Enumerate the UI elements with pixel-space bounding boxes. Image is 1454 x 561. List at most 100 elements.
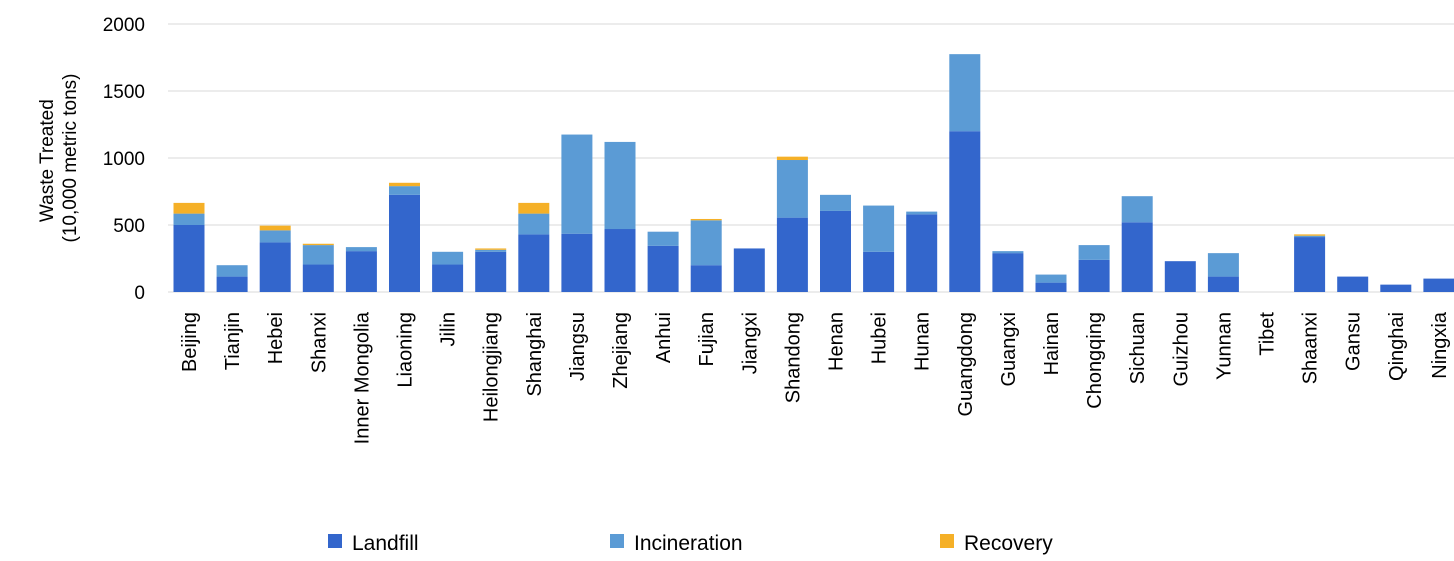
y-tick-label: 500 xyxy=(113,216,145,237)
bar-landfill-guizhou xyxy=(1165,261,1196,292)
legend-swatch-landfill xyxy=(328,534,342,548)
x-tick-label: Guizhou xyxy=(1170,312,1192,387)
bar-incineration-hebei xyxy=(260,230,291,242)
bar-landfill-shaanxi xyxy=(1294,237,1325,292)
x-tick-label: Hunan xyxy=(912,312,934,371)
x-tick-label: Jiangxi xyxy=(739,312,761,374)
bar-landfill-henan xyxy=(820,211,851,292)
x-tick-label: Anhui xyxy=(653,312,675,363)
x-tick-label: Ningxia xyxy=(1429,311,1451,379)
bar-landfill-zhejiang xyxy=(605,229,636,292)
bar-incineration-hunan xyxy=(906,212,937,215)
bar-landfill-ningxia xyxy=(1423,279,1454,292)
x-tick-label: Shanxi xyxy=(308,312,330,373)
bar-landfill-fujian xyxy=(691,265,722,292)
bar-incineration-zhejiang xyxy=(605,142,636,229)
legend-label-landfill: Landfill xyxy=(352,532,419,555)
x-tick-label: Tibet xyxy=(1257,312,1279,356)
bar-landfill-shanghai xyxy=(518,234,549,292)
legend-label-recovery: Recovery xyxy=(964,532,1053,555)
bar-incineration-beijing xyxy=(174,214,205,225)
bar-incineration-liaoning xyxy=(389,186,420,195)
bar-incineration-shanxi xyxy=(303,245,334,264)
bar-incineration-fujian xyxy=(691,220,722,265)
bar-incineration-hainan xyxy=(1036,275,1067,283)
x-tick-label: Gansu xyxy=(1343,312,1365,371)
bar-incineration-tianjin xyxy=(217,265,248,276)
bar-recovery-fujian xyxy=(691,219,722,220)
x-tick-label: Henan xyxy=(826,312,848,371)
bar-landfill-jiangxi xyxy=(734,248,765,292)
bar-recovery-liaoning xyxy=(389,183,420,186)
y-tick-label: 0 xyxy=(134,283,145,304)
bar-recovery-shanghai xyxy=(518,203,549,214)
y-tick-label: 1000 xyxy=(103,149,145,170)
x-tick-label: Fujian xyxy=(696,312,718,366)
bar-recovery-shaanxi xyxy=(1294,234,1325,235)
bar-incineration-anhui xyxy=(648,232,679,246)
x-tick-label: Jilin xyxy=(438,312,460,346)
legend-swatch-recovery xyxy=(940,534,954,548)
bar-incineration-shandong xyxy=(777,160,808,218)
x-tick-label: Qinghai xyxy=(1386,312,1408,381)
legend: Landfill Incineration Recovery xyxy=(328,532,1053,555)
bar-landfill-hainan xyxy=(1036,283,1067,292)
bar-landfill-guangxi xyxy=(992,253,1023,292)
bar-landfill-tianjin xyxy=(217,277,248,292)
x-tick-label: Inner Mongolia xyxy=(351,311,373,444)
y-axis-title-line-2: (10,000 metric tons) xyxy=(60,74,81,243)
x-tick-label: Shandong xyxy=(782,312,804,403)
x-tick-label: Beijing xyxy=(179,312,201,372)
bar-incineration-shanghai xyxy=(518,214,549,235)
y-tick-label: 2000 xyxy=(103,15,145,36)
bar-landfill-beijing xyxy=(174,225,205,292)
bar-landfill-liaoning xyxy=(389,195,420,292)
x-tick-label: Heilongjiang xyxy=(481,312,503,422)
y-axis-title-line-1: Waste Treated xyxy=(37,99,58,222)
x-tick-label: Hubei xyxy=(869,312,891,364)
bar-incineration-guangxi xyxy=(992,251,1023,253)
bar-landfill-jiangsu xyxy=(561,234,592,292)
y-axis-title: Waste Treated (10,000 metric tons) xyxy=(37,74,81,243)
bar-landfill-jilin xyxy=(432,265,463,292)
bar-landfill-sichuan xyxy=(1122,222,1153,292)
bar-landfill-chongqing xyxy=(1079,260,1110,292)
x-tick-label: Liaoning xyxy=(395,312,417,388)
bar-incineration-hubei xyxy=(863,206,894,252)
bar-incineration-chongqing xyxy=(1079,245,1110,260)
bar-incineration-shaanxi xyxy=(1294,236,1325,237)
x-tick-label: Guangdong xyxy=(955,312,977,417)
bar-landfill-shanxi xyxy=(303,265,334,292)
bar-landfill-hunan xyxy=(906,214,937,292)
x-tick-label: Tianjin xyxy=(222,312,244,370)
bar-recovery-beijing xyxy=(174,203,205,214)
bar-landfill-inner-mongolia xyxy=(346,251,377,292)
bar-recovery-heilongjiang xyxy=(475,248,506,249)
bar-incineration-guangdong xyxy=(949,54,980,131)
bar-landfill-heilongjiang xyxy=(475,252,506,292)
x-tick-label: Sichuan xyxy=(1127,312,1149,384)
bar-landfill-qinghai xyxy=(1380,285,1411,292)
bar-incineration-sichuan xyxy=(1122,196,1153,222)
bar-incineration-yunnan xyxy=(1208,253,1239,276)
x-tick-label: Jiangsu xyxy=(567,312,589,381)
x-tick-label: Hainan xyxy=(1041,312,1063,375)
bar-incineration-jiangsu xyxy=(561,135,592,234)
bar-landfill-guangdong xyxy=(949,131,980,292)
bar-landfill-hubei xyxy=(863,252,894,292)
bar-incineration-jilin xyxy=(432,252,463,265)
x-tick-label: Yunnan xyxy=(1213,312,1235,380)
bar-recovery-shanxi xyxy=(303,244,334,245)
x-tick-label: Shanghai xyxy=(524,312,546,397)
bars xyxy=(174,54,1454,292)
bar-recovery-shandong xyxy=(777,157,808,160)
bar-incineration-henan xyxy=(820,195,851,211)
x-tick-label: Shaanxi xyxy=(1300,312,1322,384)
legend-label-incineration: Incineration xyxy=(634,532,743,555)
bar-landfill-yunnan xyxy=(1208,277,1239,292)
bar-landfill-anhui xyxy=(648,246,679,292)
x-tick-label: Guangxi xyxy=(998,312,1020,387)
